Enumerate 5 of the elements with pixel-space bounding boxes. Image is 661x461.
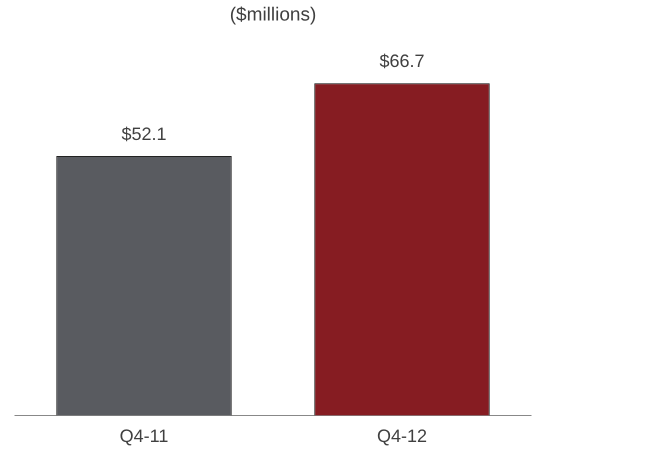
x-tick-label: Q4-12 [376, 426, 428, 446]
chart-title: ($millions) [230, 4, 316, 26]
x-tick-label: Q4-11 [120, 426, 168, 446]
data-label: $52.1 [121, 124, 167, 144]
data-label: $66.7 [379, 51, 425, 72]
